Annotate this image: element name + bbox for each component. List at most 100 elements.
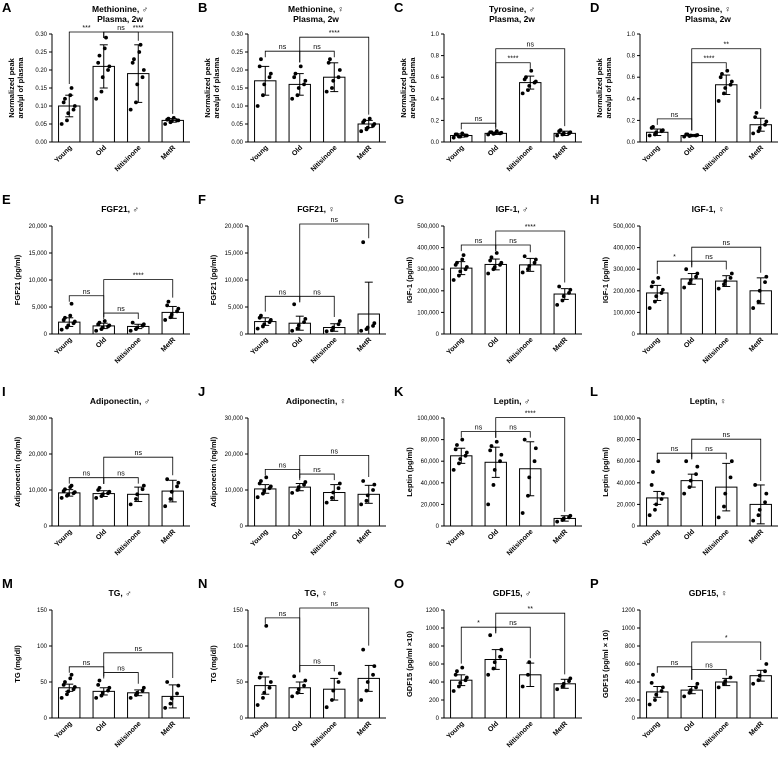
x-tick-label: Young xyxy=(54,528,74,548)
data-point xyxy=(457,461,461,466)
data-point xyxy=(660,128,665,133)
data-point xyxy=(68,93,73,98)
data-point xyxy=(491,666,496,671)
data-point xyxy=(520,684,525,689)
data-point xyxy=(561,131,566,136)
data-point xyxy=(330,86,334,90)
data-point xyxy=(647,513,652,518)
data-point xyxy=(141,483,146,488)
data-point xyxy=(654,502,659,507)
y-tick-label: 300,000 xyxy=(417,267,439,273)
x-tick-label: Old xyxy=(683,336,696,349)
significance-label: ns xyxy=(509,238,517,245)
panel-letter: P xyxy=(590,576,599,591)
data-point xyxy=(169,696,174,701)
data-point xyxy=(654,130,659,135)
data-point xyxy=(372,122,377,126)
significance-label: ns xyxy=(135,646,143,653)
data-point xyxy=(290,694,295,699)
data-point xyxy=(455,132,459,137)
data-point xyxy=(137,50,142,54)
data-point xyxy=(756,678,761,683)
x-tick-label: Nitisinone xyxy=(506,528,535,557)
data-point xyxy=(751,306,756,310)
significance-label: ns xyxy=(705,663,713,670)
y-tick-label: 20,000 xyxy=(29,224,48,230)
data-point xyxy=(660,685,665,690)
data-point xyxy=(461,253,466,258)
data-point xyxy=(533,446,538,451)
data-point xyxy=(555,133,560,138)
panel-title-line: Leptin, ♀ xyxy=(689,396,727,406)
data-point xyxy=(362,118,367,123)
x-tick-label: MetR xyxy=(748,336,765,353)
significance-bracket xyxy=(264,617,301,673)
panel-title-line: GDF15, ♀ xyxy=(688,588,728,598)
bar-chart: 0 5,000 10,000 15,000 20,000 FGF21 (pg/ml) You… xyxy=(209,217,386,365)
data-point xyxy=(659,497,664,501)
significance-bracket xyxy=(691,260,727,270)
x-tick-label: Old xyxy=(683,144,696,157)
panel-letter: C xyxy=(394,0,404,15)
significance-label: **** xyxy=(133,25,144,32)
bar-chart: 0 100,000 200,000 300,000 400,000 500,000 IGF-… xyxy=(405,224,582,365)
data-point xyxy=(166,116,171,121)
data-point xyxy=(763,669,767,674)
data-point xyxy=(106,68,110,72)
data-point xyxy=(63,96,67,101)
data-point xyxy=(654,692,659,697)
panel-d: D Tyrosine, ♀ Plasma, 2w 0.0 0.2 0.4 0.6 0.8 1.0… xyxy=(588,0,783,190)
data-point xyxy=(451,135,456,140)
data-point xyxy=(526,493,530,498)
bar-chart: 0 20,000 40,000 60,000 80,000 100,000 Leptin (… xyxy=(601,416,778,557)
data-point xyxy=(764,491,769,496)
data-point xyxy=(524,75,528,80)
significance-label: ns xyxy=(509,620,517,627)
data-point xyxy=(255,703,260,707)
y-tick-label: 0.05 xyxy=(231,122,243,128)
significance-bracket xyxy=(103,312,139,320)
data-point xyxy=(324,89,329,94)
data-point xyxy=(764,119,769,124)
bar xyxy=(450,267,473,335)
x-tick-label: MetR xyxy=(356,336,373,353)
x-tick-label: Old xyxy=(95,528,108,541)
bar xyxy=(553,293,576,335)
data-point xyxy=(653,507,657,512)
data-point xyxy=(365,125,370,130)
panel-letter: M xyxy=(2,576,13,591)
x-tick-label: MetR xyxy=(356,528,373,545)
y-tick-label: 200 xyxy=(429,698,440,704)
data-point xyxy=(262,488,267,493)
y-tick-label: 200,000 xyxy=(417,289,439,295)
panel-title: FGF21, ♀ xyxy=(241,204,391,214)
data-point xyxy=(268,71,273,76)
x-tick-label: MetR xyxy=(748,528,765,545)
bar-chart: 0 10,000 20,000 30,000 Adiponectin (ng/ml) Yo… xyxy=(209,416,386,557)
data-point xyxy=(647,306,652,310)
data-point xyxy=(649,483,654,487)
data-point xyxy=(262,690,267,695)
y-tick-label: 500,000 xyxy=(417,224,439,230)
data-point xyxy=(499,130,504,135)
panel-letter: K xyxy=(394,384,404,399)
significance-label: ns xyxy=(331,217,339,224)
data-point xyxy=(764,662,769,666)
significance-label: * xyxy=(477,620,480,627)
panel-letter: J xyxy=(198,384,206,399)
data-point xyxy=(494,129,499,134)
x-tick-label: MetR xyxy=(748,144,765,161)
data-point xyxy=(522,254,527,259)
panel-letter: I xyxy=(2,384,6,399)
data-point xyxy=(660,491,665,496)
y-axis-label: Normalized peakarea/µl of plasma xyxy=(399,57,417,119)
data-point xyxy=(372,664,377,669)
y-axis-label-line: TG (mg/dl) xyxy=(13,645,22,683)
panel-title-line: Adiponectin, ♂ xyxy=(89,396,151,406)
data-point xyxy=(359,502,364,507)
data-point xyxy=(464,675,469,680)
data-point xyxy=(722,91,726,96)
data-point xyxy=(336,75,341,80)
data-point xyxy=(498,459,502,464)
panel-title: Methionine, ♂ Plasma, 2w xyxy=(45,4,195,24)
